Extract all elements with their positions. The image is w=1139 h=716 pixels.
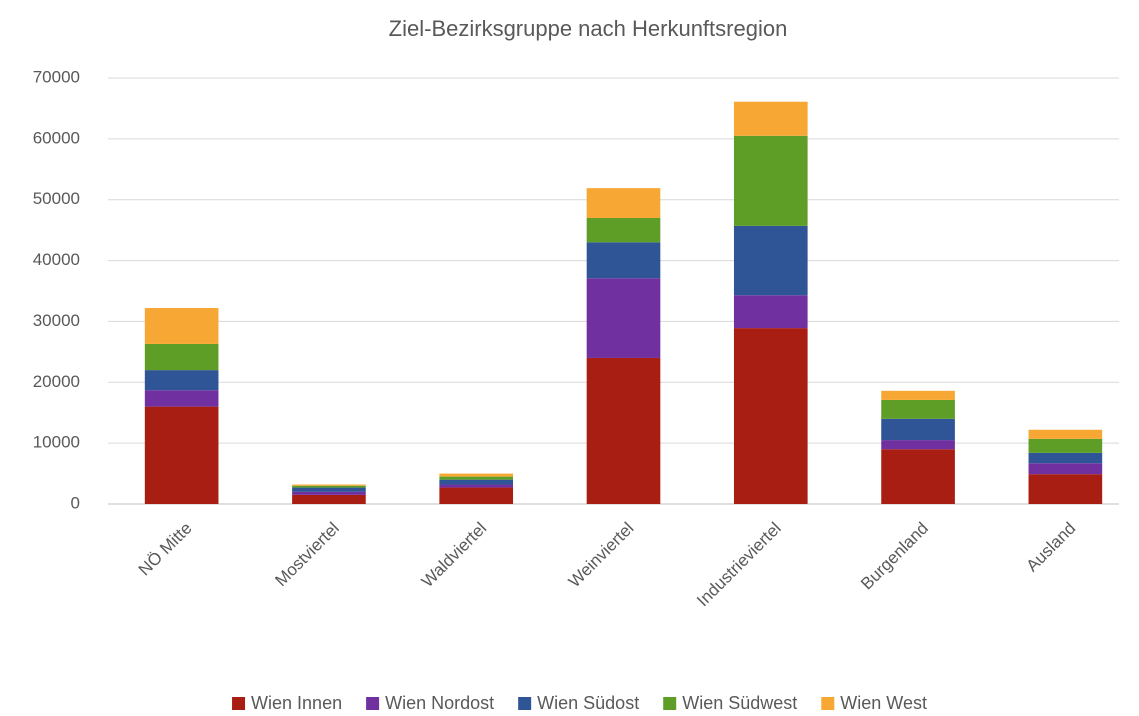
legend-label: Wien Südost xyxy=(537,693,639,713)
bar-segment xyxy=(1028,463,1103,475)
x-tick-label: Ausland xyxy=(1022,519,1079,576)
bar-segment xyxy=(144,390,219,407)
bar-segment xyxy=(733,101,808,136)
bar-segment xyxy=(144,370,219,391)
y-tick-label: 10000 xyxy=(33,433,80,452)
x-tick-label: Weinviertel xyxy=(565,519,638,592)
bar-segment xyxy=(1028,452,1103,464)
legend-swatch xyxy=(821,697,835,710)
x-tick-label: Waldviertel xyxy=(418,519,490,591)
bar-segment xyxy=(586,357,661,504)
bar-segment xyxy=(439,473,514,477)
bar-segment xyxy=(292,487,366,492)
bar-segment xyxy=(292,494,366,504)
legend-label: Wien Nordost xyxy=(385,693,494,713)
bar-segment xyxy=(439,484,514,488)
y-tick-label: 30000 xyxy=(33,311,80,330)
chart-title: Ziel-Bezirksgruppe nach Herkunftsregion xyxy=(389,16,788,41)
x-tick-label: Mostviertel xyxy=(271,519,343,591)
y-tick-label: 50000 xyxy=(33,189,80,208)
bar-segment xyxy=(881,399,955,419)
y-tick-label: 60000 xyxy=(33,128,80,147)
bar-segment xyxy=(292,491,366,495)
legend-label: Wien Innen xyxy=(251,693,342,713)
x-tick-label: NÖ Mitte xyxy=(135,519,196,580)
bar-segment xyxy=(881,449,955,504)
bar-segment xyxy=(881,390,955,400)
y-tick-label: 40000 xyxy=(33,250,80,269)
legend-swatch xyxy=(663,697,677,710)
bar-segment xyxy=(586,278,661,358)
legend-label: Wien West xyxy=(840,693,927,713)
bar-segment xyxy=(586,188,661,218)
bar-segment xyxy=(733,328,808,504)
y-tick-label: 0 xyxy=(71,493,80,512)
bar-segment xyxy=(733,225,808,296)
legend-label: Wien Südwest xyxy=(682,693,797,713)
legend-swatch xyxy=(366,697,380,710)
bar-segment xyxy=(1028,429,1103,439)
bar-segment xyxy=(292,485,366,488)
bar-segment xyxy=(439,487,514,504)
y-tick-label: 70000 xyxy=(33,67,80,86)
legend-swatch xyxy=(232,697,246,710)
bar-segment xyxy=(292,484,366,486)
legend-swatch xyxy=(518,697,532,710)
bar-segment xyxy=(881,440,955,450)
bar-segment xyxy=(1028,474,1103,504)
bar-segment xyxy=(439,476,514,480)
bar-segment xyxy=(586,217,661,243)
bar-segment xyxy=(1028,438,1103,453)
bar-segment xyxy=(733,135,808,226)
bar-segment xyxy=(439,479,514,485)
x-tick-label: Burgenland xyxy=(857,519,932,594)
bar-segment xyxy=(733,295,808,329)
bar-segment xyxy=(586,242,661,279)
bar-segment xyxy=(881,418,955,441)
bar-segment xyxy=(144,343,219,371)
y-tick-label: 20000 xyxy=(33,372,80,391)
bar-segment xyxy=(144,308,219,344)
x-tick-label: Industrieviertel xyxy=(693,519,785,611)
bar-segment xyxy=(144,406,219,504)
